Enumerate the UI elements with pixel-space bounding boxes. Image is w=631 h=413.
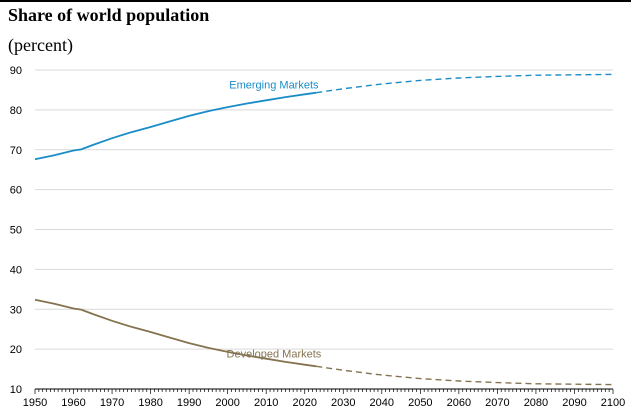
developed-markets-historical-line [34,298,317,368]
y-tick-label-20: 20 [10,344,22,356]
y-tick-label-90: 90 [10,65,22,77]
x-tick-label-2070: 2070 [485,397,509,409]
x-tick-label-2090: 2090 [562,397,586,409]
series-labels: Emerging Markets Developed Markets [227,79,322,360]
x-tick-label-2040: 2040 [370,397,394,409]
y-tick-label-80: 80 [10,105,22,117]
x-axis: 1950 1960 1970 1980 1990 2000 2010 2020 2030 2040… [23,388,625,409]
y-tick-label-30: 30 [10,304,22,316]
chart-title: Share of world population [8,5,210,25]
developed-markets-label: Developed Markets [227,349,322,361]
y-tick-label-50: 50 [10,225,22,237]
x-tick-label-2100: 2100 [601,397,625,409]
x-tick-label-2060: 2060 [447,397,471,409]
y-tick-label-40: 40 [10,264,22,276]
chart-subtitle: (percent) [8,35,73,55]
x-tick-label-2020: 2020 [292,397,316,409]
x-tick-label-2000: 2000 [215,397,239,409]
developed-markets-projection-line [316,365,614,386]
top-rule [0,0,631,2]
y-tick-label-60: 60 [10,185,22,197]
emerging-markets-projection-line [316,73,614,94]
emerging-markets-label: Emerging Markets [229,79,319,91]
x-tick-label-1990: 1990 [177,397,201,409]
x-tick-label-1950: 1950 [23,397,47,409]
x-tick-label-2080: 2080 [524,397,548,409]
y-tick-label-10: 10 [10,384,22,396]
x-tick-label-2010: 2010 [254,397,278,409]
y-axis-tick-labels: 10 20 30 40 50 60 70 80 90 [10,65,22,396]
gridlines [35,69,613,350]
series-lines [34,73,614,386]
x-tick-label-1970: 1970 [100,397,124,409]
x-tick-label-2050: 2050 [408,397,432,409]
x-tick-label-2030: 2030 [331,397,355,409]
x-tick-label-1980: 1980 [138,397,162,409]
y-tick-label-70: 70 [10,145,22,157]
x-tick-label-1960: 1960 [61,397,85,409]
emerging-markets-historical-line [34,91,317,161]
